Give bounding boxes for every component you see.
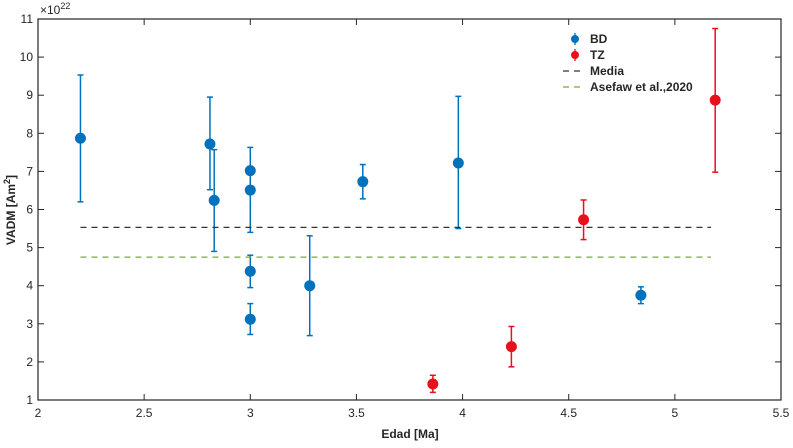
y-tick-label: 10 bbox=[20, 50, 34, 64]
x-tick-label: 5.5 bbox=[773, 406, 790, 420]
x-tick-label: 4.5 bbox=[560, 406, 577, 420]
data-point-bd bbox=[452, 157, 464, 169]
axes-box bbox=[37, 18, 782, 401]
y-multiplier: ×1022 bbox=[40, 1, 70, 17]
data-point-bd bbox=[635, 289, 647, 301]
y-tick-label: 6 bbox=[26, 203, 33, 217]
data-point-bd bbox=[244, 265, 256, 277]
x-tick-label: 3 bbox=[247, 406, 254, 420]
data-point-bd bbox=[208, 194, 220, 206]
data-point-tz bbox=[709, 94, 721, 106]
legend-label: Media bbox=[590, 64, 624, 78]
legend-label: Asefaw et al.,2020 bbox=[590, 80, 693, 94]
data-point-bd bbox=[244, 184, 256, 196]
data-point-tz bbox=[505, 341, 517, 353]
data-point-bd bbox=[304, 280, 316, 292]
legend-label: TZ bbox=[590, 48, 605, 62]
y-tick-label: 5 bbox=[26, 241, 33, 255]
y-tick-label: 7 bbox=[26, 164, 33, 178]
y-tick-label: 11 bbox=[21, 12, 34, 26]
legend: BD TZ Media Asefaw et al.,2020 bbox=[563, 32, 693, 94]
x-tick-label: 5 bbox=[672, 406, 679, 420]
y-tick-label: 8 bbox=[26, 126, 33, 140]
x-axis-label: Edad [Ma] bbox=[381, 427, 438, 441]
x-tick-label: 4 bbox=[459, 406, 466, 420]
x-tick-label: 3.5 bbox=[348, 406, 365, 420]
y-tick-label: 1 bbox=[26, 393, 33, 407]
legend-label: BD bbox=[590, 32, 608, 46]
y-tick-label: 3 bbox=[26, 317, 33, 331]
legend-marker-icon bbox=[571, 35, 579, 43]
data-point-tz bbox=[578, 214, 590, 226]
y-tick-label: 2 bbox=[26, 355, 33, 369]
y-axis-label: VADM [Am2] bbox=[2, 175, 18, 245]
data-point-bd bbox=[204, 138, 216, 150]
data-point-bd bbox=[244, 313, 256, 325]
y-tick-label: 4 bbox=[26, 279, 33, 293]
x-tick-label: 2 bbox=[35, 406, 42, 420]
y-tick-label: 9 bbox=[26, 88, 33, 102]
plot-marks bbox=[74, 27, 721, 394]
data-point-tz bbox=[427, 378, 439, 390]
x-tick-label: 2.5 bbox=[136, 406, 153, 420]
data-point-bd bbox=[74, 132, 86, 144]
data-point-bd bbox=[357, 176, 369, 188]
legend-marker-icon bbox=[571, 51, 579, 59]
